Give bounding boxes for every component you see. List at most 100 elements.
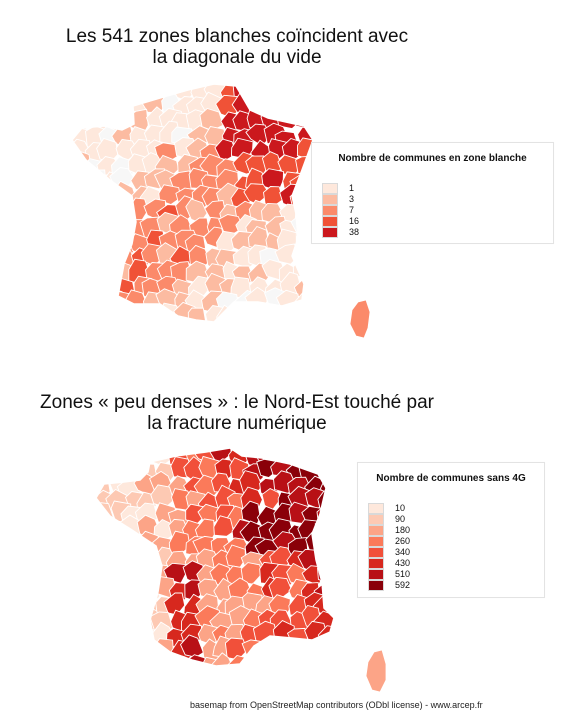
department-region xyxy=(143,324,166,345)
department-region xyxy=(187,307,206,322)
department-region xyxy=(96,475,99,499)
department-region xyxy=(96,533,99,553)
department-region xyxy=(72,112,79,136)
legend-item: 430 xyxy=(368,558,410,569)
department-region xyxy=(96,622,117,646)
department-region xyxy=(83,64,107,84)
department-region xyxy=(161,321,185,322)
department-region xyxy=(107,624,130,648)
department-region xyxy=(82,228,107,253)
department-region xyxy=(188,62,207,83)
department-region xyxy=(153,448,176,454)
department-region xyxy=(96,500,104,524)
legend-item: 10 xyxy=(368,503,410,514)
department-region xyxy=(306,306,313,322)
department-region xyxy=(96,448,116,464)
department-region xyxy=(72,122,74,145)
department-region xyxy=(121,578,145,605)
department-region xyxy=(323,82,344,107)
department-region xyxy=(72,216,89,240)
legend-title: Nombre de communes sans 4G xyxy=(376,473,526,484)
department-region xyxy=(130,84,156,85)
department-region xyxy=(95,97,122,119)
department-region xyxy=(96,547,101,571)
legend-swatch xyxy=(368,569,384,580)
department-region xyxy=(72,244,80,268)
department-region xyxy=(72,84,94,90)
department-region xyxy=(72,99,91,120)
department-region xyxy=(120,448,142,451)
department-region xyxy=(321,669,344,691)
department-region xyxy=(213,515,235,537)
legend-item: 180 xyxy=(368,525,410,536)
department-region xyxy=(96,523,98,543)
department-region xyxy=(305,670,329,694)
department-region xyxy=(318,448,334,464)
department-region xyxy=(107,457,134,481)
department-region xyxy=(246,84,270,104)
department-region xyxy=(96,568,118,589)
department-region xyxy=(107,534,131,558)
department-region xyxy=(96,598,102,619)
department-region xyxy=(72,258,75,282)
department-region xyxy=(96,448,112,449)
map-legend: Nombre de communes en zone blanche 1 3 7… xyxy=(311,142,554,244)
department-region xyxy=(282,323,301,344)
department-region xyxy=(96,654,114,666)
department-region xyxy=(72,259,91,282)
department-region xyxy=(272,657,299,666)
department-region xyxy=(72,201,92,225)
department-region xyxy=(72,138,77,161)
department-region xyxy=(305,448,329,466)
department-region xyxy=(325,276,347,300)
department-region xyxy=(290,84,313,106)
department-region xyxy=(262,307,284,322)
department-region xyxy=(142,84,164,88)
department-region xyxy=(321,112,341,132)
department-region xyxy=(293,245,313,268)
legend-swatch xyxy=(368,536,384,547)
legend-label: 3 xyxy=(349,194,355,204)
department-region xyxy=(303,650,326,666)
department-region xyxy=(107,548,130,572)
department-region xyxy=(118,448,142,467)
department-region xyxy=(138,448,159,462)
department-region xyxy=(72,226,81,251)
legend-swatch xyxy=(368,503,384,514)
department-region xyxy=(96,577,101,598)
department-region xyxy=(278,84,304,105)
department-region xyxy=(317,530,334,555)
department-region xyxy=(125,591,147,616)
department-region xyxy=(96,448,99,453)
department-region xyxy=(252,84,273,85)
department-region xyxy=(161,84,184,87)
map-title-line-1: Zones « peu denses » : le Nord-Est touch… xyxy=(40,392,434,413)
department-region xyxy=(278,308,301,322)
department-region xyxy=(137,554,160,575)
department-region xyxy=(72,172,89,195)
department-region xyxy=(85,257,110,280)
department-region xyxy=(113,84,138,92)
department-region xyxy=(274,448,296,451)
map-title-line-1: Les 541 zones blanches coïncident avec xyxy=(65,26,409,47)
department-region xyxy=(259,84,286,89)
department-region xyxy=(108,594,129,621)
department-region xyxy=(184,667,209,689)
department-region xyxy=(125,320,148,322)
department-region xyxy=(305,320,313,322)
legend-list: 10 90 180 260 340 430 510 592 xyxy=(368,503,410,591)
department-region xyxy=(307,84,313,91)
department-region xyxy=(101,84,124,102)
corsica-island xyxy=(365,649,387,693)
department-region xyxy=(133,448,156,454)
department-region xyxy=(250,304,276,322)
department-region xyxy=(302,640,324,665)
department-region xyxy=(306,274,313,301)
department-region xyxy=(327,548,334,572)
department-region xyxy=(122,656,142,666)
department-region xyxy=(124,84,149,103)
department-region xyxy=(330,501,334,525)
department-region xyxy=(291,98,313,121)
department-region xyxy=(72,184,92,207)
department-region xyxy=(324,92,346,114)
